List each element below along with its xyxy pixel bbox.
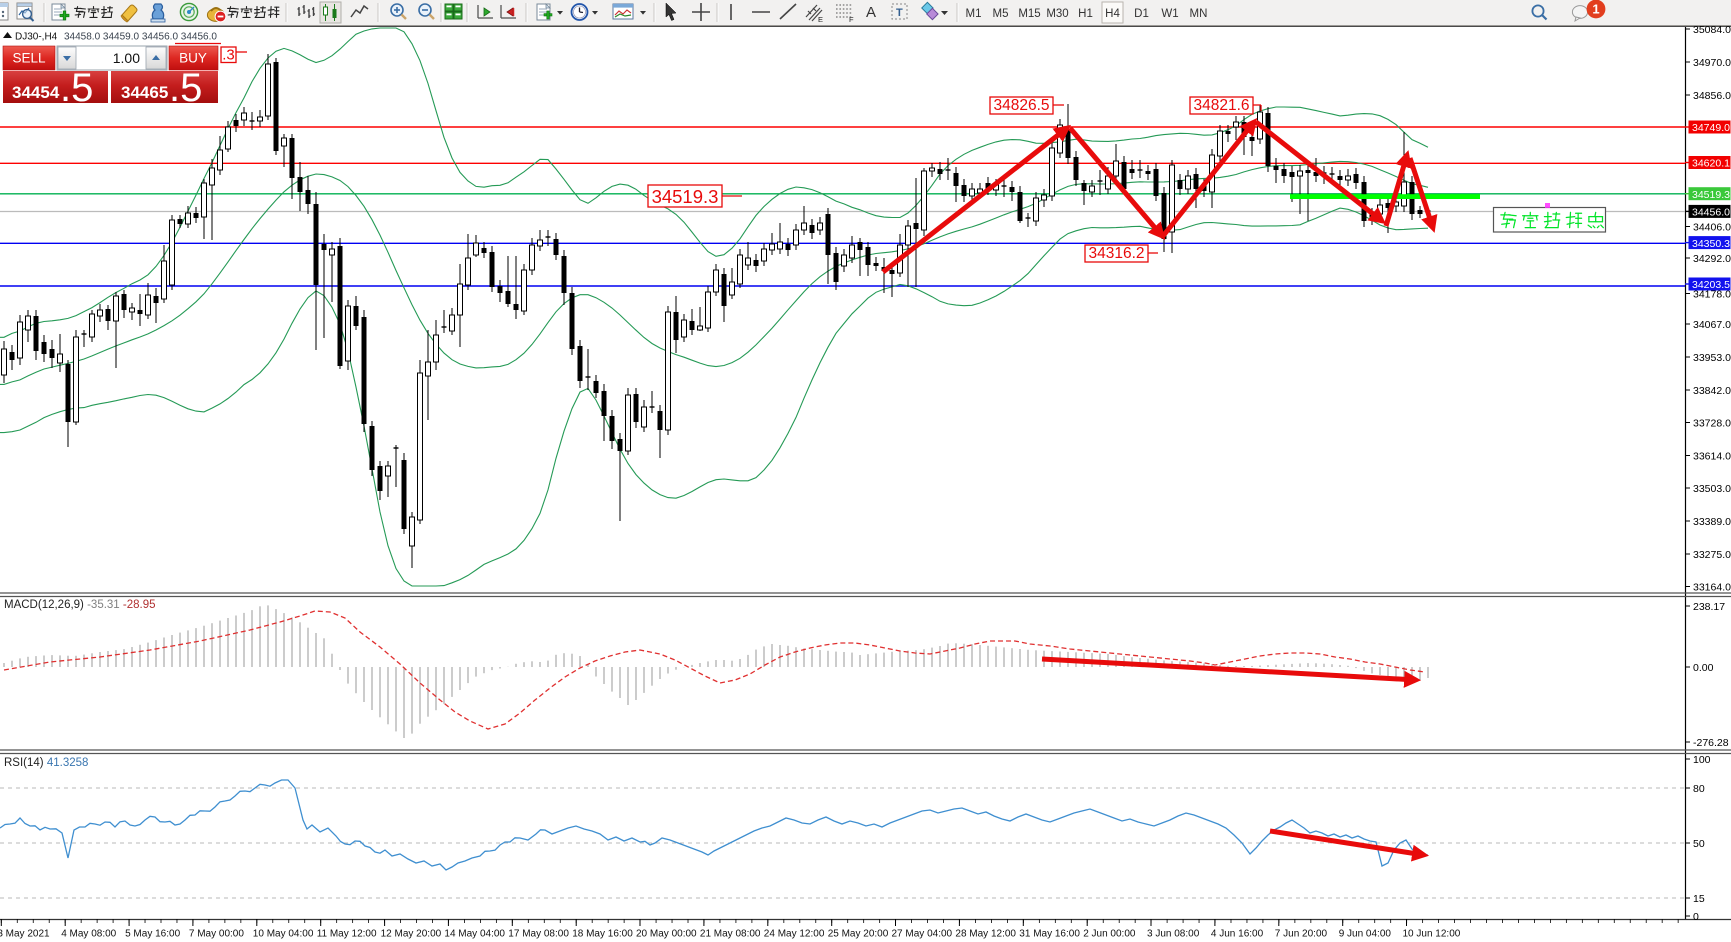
- svg-text:M5: M5: [993, 8, 1009, 20]
- svg-text:34458.0 34459.0 34456.0 34456.: 34458.0 34459.0 34456.0 34456.0: [64, 32, 217, 43]
- svg-text:-276.28: -276.28: [1693, 737, 1729, 749]
- svg-text:34067.0: 34067.0: [1693, 319, 1731, 331]
- svg-text:34519.3: 34519.3: [652, 186, 719, 207]
- svg-text:21 May 08:00: 21 May 08:00: [700, 929, 761, 940]
- svg-text:3 Jun 08:00: 3 Jun 08:00: [1147, 929, 1200, 940]
- svg-text:MN: MN: [1190, 8, 1208, 20]
- svg-text:D1: D1: [1134, 8, 1149, 20]
- svg-text:34519.3: 34519.3: [1692, 189, 1730, 201]
- svg-text:34350.3: 34350.3: [1692, 238, 1730, 250]
- svg-text:34292.0: 34292.0: [1693, 253, 1731, 265]
- svg-text:5 May 16:00: 5 May 16:00: [125, 929, 180, 940]
- svg-text:25 May 20:00: 25 May 20:00: [828, 929, 889, 940]
- svg-text:DJ30-,H4: DJ30-,H4: [15, 32, 58, 43]
- svg-text:11 May 12:00: 11 May 12:00: [317, 929, 377, 940]
- svg-text:33164.0: 33164.0: [1693, 582, 1731, 594]
- svg-text:M30: M30: [1046, 8, 1068, 20]
- svg-text:34856.0: 34856.0: [1693, 90, 1731, 102]
- svg-text:34620.1: 34620.1: [1692, 158, 1730, 170]
- svg-text:W1: W1: [1161, 8, 1178, 20]
- svg-text:20 May 00:00: 20 May 00:00: [636, 929, 697, 940]
- svg-text:27 May 04:00: 27 May 04:00: [892, 929, 953, 940]
- svg-text:33842.0: 33842.0: [1693, 385, 1731, 397]
- svg-text:F: F: [849, 15, 854, 24]
- svg-text:80: 80: [1693, 783, 1705, 795]
- svg-text:SELL: SELL: [12, 51, 46, 66]
- svg-text:34203.5: 34203.5: [1692, 279, 1730, 291]
- svg-text:15: 15: [1693, 893, 1705, 905]
- svg-text:34178.0: 34178.0: [1693, 289, 1731, 301]
- svg-text:33953.0: 33953.0: [1693, 352, 1731, 364]
- svg-text:34465: 34465: [121, 83, 168, 102]
- svg-text:H4: H4: [1105, 8, 1120, 20]
- svg-text:1: 1: [1592, 2, 1599, 17]
- svg-text:7 Jun 20:00: 7 Jun 20:00: [1275, 929, 1328, 940]
- svg-text:A: A: [866, 4, 876, 21]
- svg-text:34456.0: 34456.0: [1692, 207, 1730, 219]
- svg-text:M15: M15: [1018, 8, 1040, 20]
- svg-text:33389.0: 33389.0: [1693, 516, 1731, 528]
- svg-text:0.00: 0.00: [1693, 662, 1714, 674]
- svg-text:100: 100: [1693, 754, 1711, 766]
- svg-text:.3: .3: [222, 47, 235, 64]
- svg-text:34826.5: 34826.5: [993, 97, 1049, 114]
- svg-text:1.00: 1.00: [113, 50, 140, 66]
- svg-text:35084.0: 35084.0: [1693, 24, 1731, 36]
- svg-text:4 Jun 16:00: 4 Jun 16:00: [1211, 929, 1264, 940]
- svg-text:34454: 34454: [12, 83, 60, 102]
- svg-text:24 May 12:00: 24 May 12:00: [764, 929, 825, 940]
- svg-text:17 May 08:00: 17 May 08:00: [508, 929, 569, 940]
- svg-text:238.17: 238.17: [1693, 601, 1725, 613]
- svg-text:34406.0: 34406.0: [1693, 222, 1731, 234]
- svg-text:E: E: [818, 15, 823, 24]
- svg-text:T: T: [896, 7, 903, 19]
- svg-text:10 Jun 12:00: 10 Jun 12:00: [1403, 929, 1461, 940]
- svg-text:10 May 04:00: 10 May 04:00: [253, 929, 314, 940]
- svg-text:18 May 16:00: 18 May 16:00: [572, 929, 633, 940]
- svg-text:MACD(12,26,9) -35.31 -28.95: MACD(12,26,9) -35.31 -28.95: [4, 599, 156, 611]
- svg-text:33728.0: 33728.0: [1693, 418, 1731, 430]
- svg-text:9 Jun 04:00: 9 Jun 04:00: [1339, 929, 1392, 940]
- svg-text:12 May 20:00: 12 May 20:00: [381, 929, 442, 940]
- svg-text:33275.0: 33275.0: [1693, 549, 1731, 561]
- svg-text:34316.2: 34316.2: [1088, 245, 1144, 262]
- svg-text:.5: .5: [60, 66, 93, 110]
- svg-text:.5: .5: [169, 66, 202, 110]
- svg-text:28 May 12:00: 28 May 12:00: [955, 929, 1016, 940]
- svg-text:BUY: BUY: [179, 51, 207, 66]
- svg-text:33614.0: 33614.0: [1693, 451, 1731, 463]
- svg-text:7 May 00:00: 7 May 00:00: [189, 929, 244, 940]
- svg-text:3 May 2021: 3 May 2021: [0, 929, 50, 940]
- svg-text:4 May 08:00: 4 May 08:00: [61, 929, 116, 940]
- svg-text:34821.6: 34821.6: [1193, 97, 1249, 114]
- svg-text:0: 0: [1693, 911, 1699, 923]
- svg-text:31 May 16:00: 31 May 16:00: [1019, 929, 1080, 940]
- svg-text:33503.0: 33503.0: [1693, 483, 1731, 495]
- svg-text:RSI(14) 41.3258: RSI(14) 41.3258: [4, 757, 88, 769]
- svg-text:50: 50: [1693, 838, 1705, 850]
- svg-text:14 May 04:00: 14 May 04:00: [444, 929, 505, 940]
- svg-text:34970.0: 34970.0: [1693, 57, 1731, 69]
- svg-text:M1: M1: [966, 8, 982, 20]
- svg-text:H1: H1: [1078, 8, 1093, 20]
- svg-text:34749.0: 34749.0: [1692, 122, 1730, 134]
- svg-text:2 Jun 00:00: 2 Jun 00:00: [1083, 929, 1136, 940]
